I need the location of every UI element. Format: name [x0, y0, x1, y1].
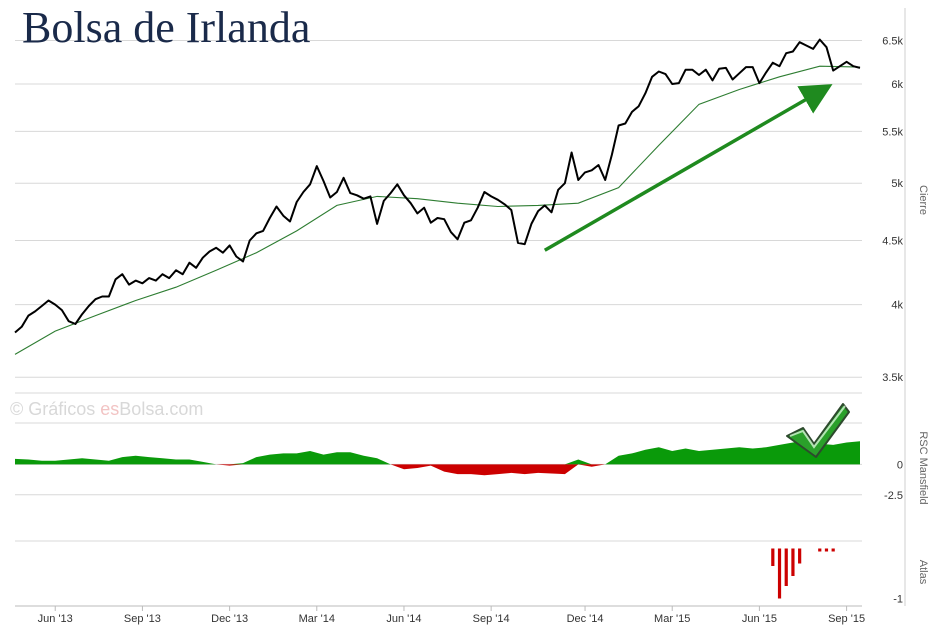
- watermark-prefix: © Gráficos: [10, 399, 100, 419]
- x-tick-label: Jun '14: [386, 613, 421, 625]
- atlas-bar: [831, 548, 835, 552]
- x-tick-label: Dec '13: [211, 613, 248, 625]
- atlas-bar: [824, 548, 829, 552]
- atlas-bar: [798, 548, 802, 564]
- annotation-layer: [543, 84, 833, 252]
- grid-layer: [15, 8, 906, 611]
- x-tick-label: Mar '15: [654, 613, 690, 625]
- watermark-brand: es: [100, 399, 119, 419]
- chart-title: Bolsa de Irlanda: [22, 3, 310, 52]
- rsc-y-tick-label: -2.5: [884, 490, 903, 502]
- atlas-y-tick-label: -1: [893, 594, 903, 606]
- atlas-bar: [784, 548, 788, 586]
- price-axis-title: Cierre: [917, 185, 929, 215]
- axis-labels-layer: 3.5k 4k 4.5k 5k 5.5k 6k 6.5k -2.5 0 -1 Cierre RSC M…: [38, 35, 929, 625]
- price-line-layer: [14, 38, 861, 334]
- x-tick-label: Dec '14: [567, 613, 604, 625]
- x-tick-label: Jun '15: [742, 613, 777, 625]
- price-y-tick-label: 5k: [891, 178, 903, 190]
- price-y-tick-label: 5.5k: [882, 126, 903, 138]
- x-tick-label: Mar '14: [299, 613, 335, 625]
- atlas-bar: [771, 548, 775, 566]
- atlas-bar: [791, 548, 795, 576]
- atlas-bars-layer: [771, 548, 835, 599]
- checkmark-icon: [786, 403, 850, 458]
- trend-arrow: [543, 84, 833, 252]
- rsc-negative-area: [15, 464, 860, 476]
- rsc-area-layer: [15, 440, 860, 476]
- price-y-tick-label: 6k: [891, 79, 903, 91]
- price-y-tick-label: 6.5k: [882, 35, 903, 47]
- atlas-bar: [818, 548, 822, 552]
- price-y-tick-label: 4.5k: [882, 236, 903, 248]
- moving-average-line: [14, 65, 861, 355]
- price-line: [14, 38, 861, 334]
- price-y-tick-label: 4k: [891, 300, 903, 312]
- x-tick-label: Jun '13: [38, 613, 73, 625]
- price-y-tick-label: 3.5k: [882, 372, 903, 384]
- atlas-bar: [777, 548, 782, 599]
- x-tick-label: Sep '13: [124, 613, 161, 625]
- atlas-axis-title: Atlas: [917, 560, 929, 585]
- watermark: © Gráficos esBolsa.com: [10, 399, 203, 419]
- rsc-axis-title: RSC Mansfield: [917, 431, 929, 504]
- moving-average-layer: [14, 65, 861, 355]
- x-tick-label: Sep '15: [828, 613, 865, 625]
- rsc-positive-area: [15, 440, 860, 465]
- rsc-y-tick-label: 0: [897, 459, 903, 471]
- watermark-suffix: Bolsa.com: [119, 399, 203, 419]
- x-tick-label: Sep '14: [473, 613, 510, 625]
